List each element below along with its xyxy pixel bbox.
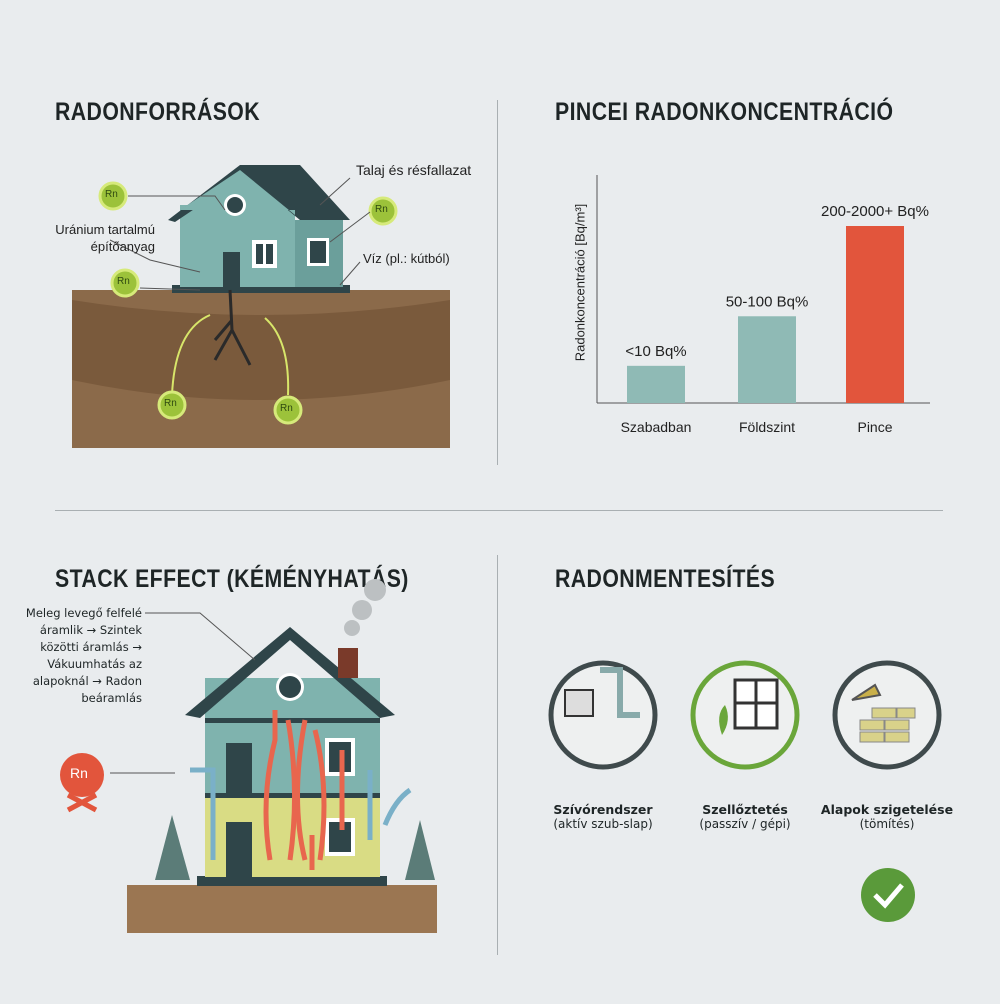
rn-badge: Rn	[375, 204, 388, 215]
data-label: 50-100 Bq%	[726, 293, 809, 310]
item-subtitle: (aktív szub-slap)	[553, 817, 653, 831]
chart-title: PINCEI RADONKONCENTRÁCIÓ	[555, 98, 894, 126]
y-axis-label: Radonkoncentráció [Bq/m³]	[572, 203, 588, 362]
description-line: közötti áramlás →	[40, 640, 142, 654]
bar-chart: <10 Bq% Szabadban 50-100 Bq% Földszint 200-2…	[596, 175, 930, 435]
bar-szabadban	[627, 365, 685, 403]
label-soil: Talaj és résfallazat	[356, 162, 472, 178]
mitigation-title: RADONMENTESÍTÉS	[555, 565, 776, 593]
x-tick-label: Szabadban	[621, 419, 692, 435]
description-line: Vákuumhatás az	[47, 657, 142, 671]
bar-pince	[846, 226, 904, 403]
stack-effect-house	[60, 579, 437, 933]
mitigation-item-suction: Szívórendszer (aktív szub-slap)	[528, 802, 678, 831]
mitigation-icons	[548, 660, 942, 922]
rn-skull-badge: Rn	[70, 765, 88, 781]
description-line: beáramlás	[81, 691, 142, 705]
description-line: alapoknál → Radon	[32, 674, 142, 688]
item-title: Szellőztetés	[702, 802, 788, 817]
divider	[55, 510, 943, 511]
item-title: Szívórendszer	[553, 802, 653, 817]
divider	[497, 555, 498, 955]
stack-title: STACK EFFECT (KÉMÉNYHATÁS)	[55, 565, 409, 593]
x-tick-label: Pince	[857, 419, 892, 435]
rn-badge: Rn	[164, 398, 177, 409]
house-soil-illustration	[72, 165, 450, 448]
stack-description: Meleg levegő felfelé áramlik → Szintek k…	[5, 605, 142, 707]
sources-title: RADONFORRÁSOK	[55, 98, 261, 126]
rn-badge: Rn	[280, 403, 293, 414]
data-label: <10 Bq%	[625, 343, 686, 360]
item-title: Alapok szigetelése	[820, 802, 954, 817]
bar-földszint	[738, 316, 796, 403]
label-material: Uránium tartalmú építőanyag	[55, 222, 155, 254]
mitigation-item-sealing: Alapok szigetelése (tömítés)	[812, 802, 962, 831]
description-line: Meleg levegő felfelé	[25, 606, 142, 620]
x-tick-label: Földszint	[739, 419, 795, 435]
mitigation-item-ventilation: Szellőztetés (passzív / gépi)	[670, 802, 820, 831]
description-line: áramlik → Szintek	[39, 623, 142, 637]
item-subtitle: (tömítés)	[859, 817, 915, 831]
label-water: Víz (pl.: kútból)	[363, 251, 450, 266]
rn-badge: Rn	[105, 189, 118, 200]
item-subtitle: (passzív / gépi)	[699, 817, 791, 831]
divider	[497, 100, 498, 465]
data-label: 200-2000+ Bq%	[821, 203, 929, 220]
rn-badge: Rn	[117, 276, 130, 287]
